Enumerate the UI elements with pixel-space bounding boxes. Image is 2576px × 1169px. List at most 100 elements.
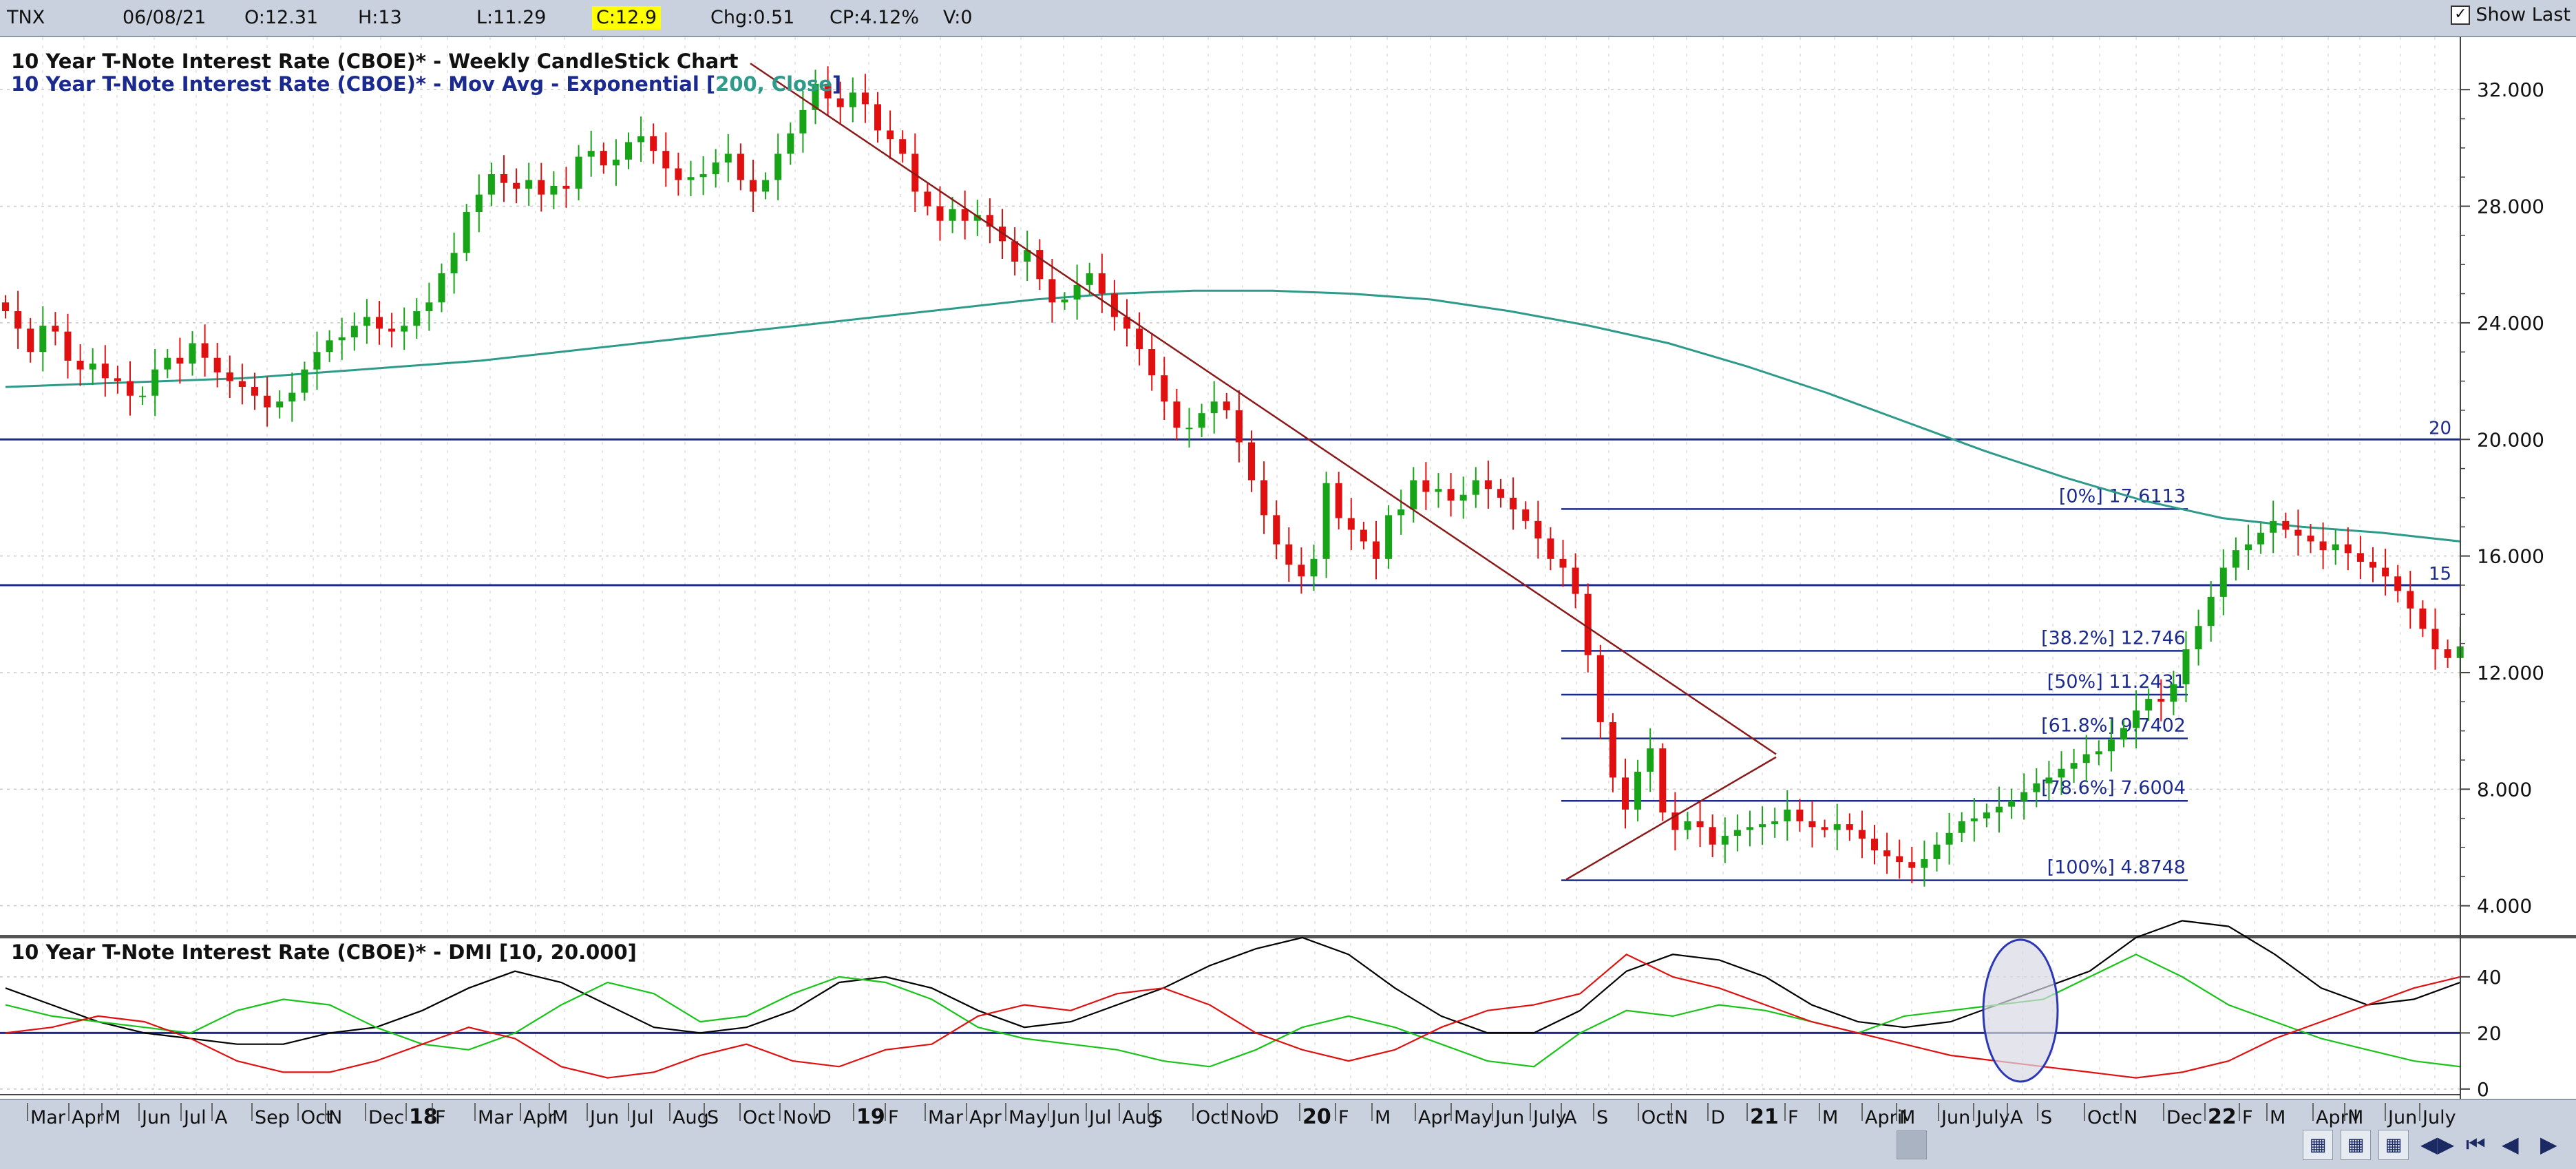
x-tick-label: Jun [140,1107,171,1128]
candle-body [475,194,483,213]
candle-body [401,326,408,332]
candle-body [1422,480,1430,492]
candle-body [986,215,993,227]
candle [2145,688,2153,721]
candle [1572,553,1579,609]
candle-body [1136,328,1143,350]
ema-200-line [5,289,2460,543]
candle-body [1435,489,1442,492]
candle [1821,819,1828,838]
uptrend-line [1565,756,1777,881]
candle-body [1210,401,1218,414]
candle [687,160,695,196]
candle [1484,460,1492,509]
candle [326,330,333,362]
candle [1385,505,1393,569]
step-left-icon[interactable]: ◀ [2502,1131,2519,1157]
candle-body [936,206,944,221]
scroll-both-icon[interactable]: ◀▶ [2420,1131,2455,1157]
candle-body [1821,827,1828,830]
candle [2170,671,2177,715]
candle-body [1622,777,1629,810]
fib-level-label: [38.2%] 12.746 [2041,627,2186,649]
candle [1659,743,1667,821]
candle [2082,735,2090,783]
candle [2294,509,2302,556]
candle [1696,801,1704,847]
candle [1036,239,1044,291]
x-tick-label: Jun [589,1107,619,1128]
candle-body [2332,544,2339,551]
x-tick-label: F [2242,1107,2253,1128]
candle [2219,549,2227,615]
candle-body [1846,824,1853,830]
candle [1497,478,1504,508]
step-right-icon[interactable]: ▶ [2540,1131,2557,1157]
dmi-series-di [5,953,2460,1079]
reset-zoom-icon[interactable]: ▦ [2378,1130,2409,1160]
jump-start-icon[interactable]: ⏮ [2466,1131,2486,1157]
candle-body [1098,273,1106,294]
candle-body [662,151,670,169]
fib-level-label: [61.8%] 9.7402 [2041,715,2186,737]
x-tick-label: April [2316,1107,2358,1128]
candle [1908,847,1916,883]
show-last-toggle[interactable]: ✓ Show Last [2451,4,2570,25]
x-tick-label: Dec [368,1107,404,1128]
candle-body [2419,608,2427,629]
dmi-tick-label: 0 [2477,1078,2489,1101]
candle-body [1347,518,1355,530]
show-last-checkbox[interactable]: ✓ [2451,5,2471,25]
candle [1522,501,1530,529]
scrollbar-thumb[interactable] [1897,1130,1927,1159]
candle-body [2207,596,2215,626]
change-pct-value: CP:4.12% [830,7,920,28]
candle-body [264,395,271,408]
candle-body [1733,830,1741,836]
candle [1459,476,1467,519]
candle [1472,467,1479,508]
candle [2257,523,2265,554]
candle-body [973,215,981,221]
candle [52,312,59,346]
candle [201,324,209,377]
candle [14,291,22,349]
candle [1534,501,1542,559]
price-chart-title: 10 Year T-Note Interest Rate (CBOE)* - W… [11,50,739,73]
candle [1061,292,1068,310]
zoom-out-icon[interactable]: ▦ [2303,1130,2333,1160]
candle-body [550,185,558,195]
candle [1024,230,1031,282]
candle [1634,759,1642,822]
candle [1435,473,1442,508]
candle-body [2307,535,2314,542]
candle [139,386,147,406]
candle-body [2257,532,2265,545]
volume-value: V:0 [943,7,973,28]
candle-body [238,381,246,388]
candle [525,162,533,207]
candle-body [874,104,881,131]
candle [1647,728,1654,792]
candle [737,143,744,191]
candle [949,196,956,233]
candle-body [612,159,620,166]
candle [2332,529,2339,565]
change-value: Chg:0.51 [710,7,795,28]
candle [2207,581,2215,642]
candle [1310,544,1318,591]
candle [1298,547,1305,594]
candle-body [1659,748,1667,813]
zoom-in-icon[interactable]: ▦ [2341,1130,2371,1160]
candle [699,156,707,196]
candle [887,110,894,160]
candle-body [1634,771,1642,810]
price-axis: 32.000 28.000 24.000 20.000 16.000 12.000 8.00… [2460,78,2544,918]
candle [1983,803,1990,828]
candle [213,342,221,388]
candle-body [2444,649,2451,658]
candle-body [301,369,308,393]
candle-body [2133,710,2140,728]
candle [164,349,171,379]
